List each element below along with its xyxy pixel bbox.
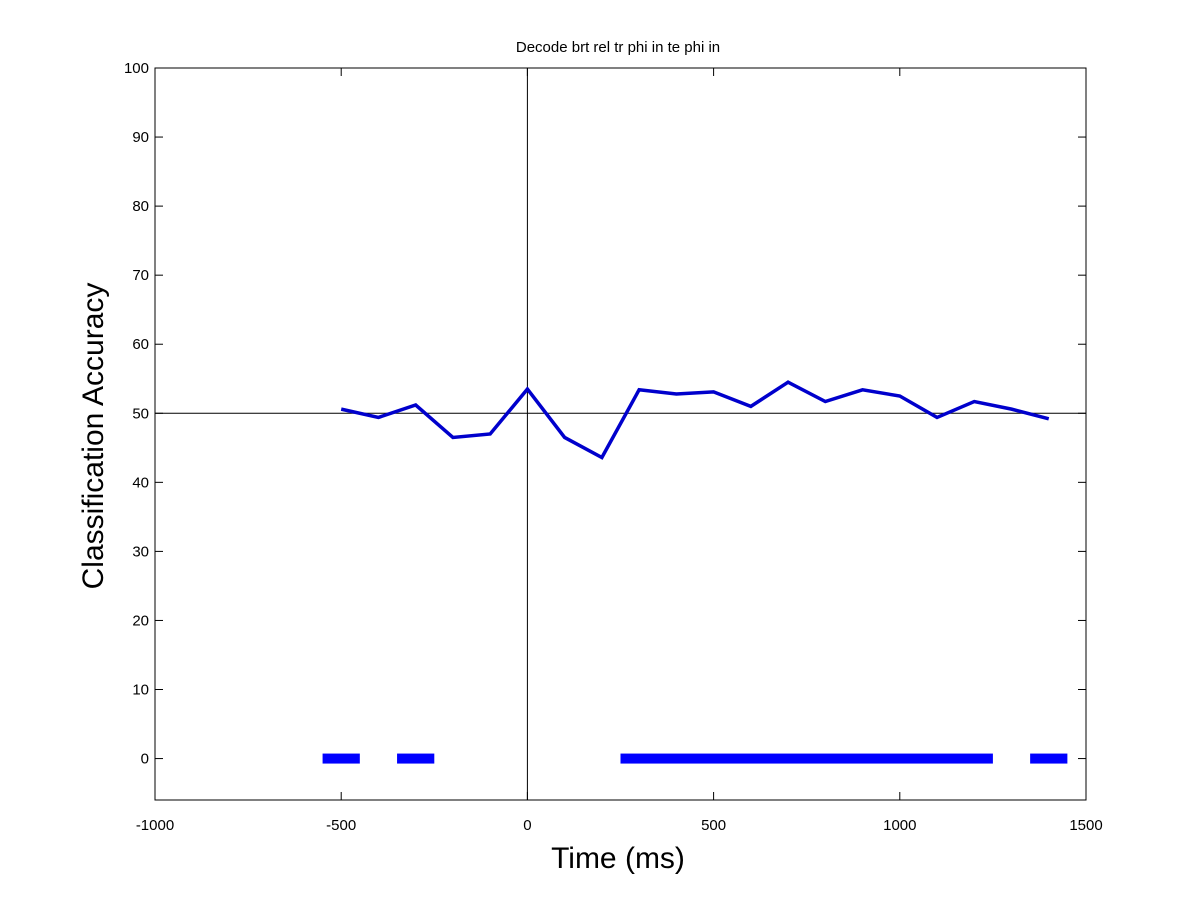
x-axis-label: Time (ms) [551, 842, 685, 875]
y-tick-label: 80 [132, 198, 149, 215]
x-tick-label: 1500 [1069, 817, 1102, 834]
plot-area: -1000 -500 0 500 1000 1500 0 10 20 30 40 50 60 70 80 90… [124, 60, 1103, 834]
chart-title: Decode brt rel tr phi in te phi in [516, 39, 720, 56]
y-tick-label: 40 [132, 474, 149, 491]
y-tick-label: 70 [132, 267, 149, 284]
significance-bar [1030, 753, 1068, 764]
x-tick-label: -500 [326, 817, 356, 834]
y-tick-label: 90 [132, 129, 149, 146]
y-tick-label: 0 [141, 751, 149, 768]
y-axis-label: Classification Accuracy [77, 283, 110, 590]
x-tick-label: 0 [523, 817, 531, 834]
x-tick-label: 500 [701, 817, 726, 834]
significance-bar [397, 753, 435, 764]
significance-bar [322, 753, 360, 764]
significance-bar [620, 753, 993, 764]
x-tick-label: 1000 [883, 817, 916, 834]
x-tick-label: -1000 [136, 817, 174, 834]
y-tick-label: 60 [132, 336, 149, 353]
y-tick-label: 50 [132, 405, 149, 422]
y-tick-label: 20 [132, 612, 149, 629]
plot-frame [154, 67, 1087, 801]
y-tick-label: 10 [132, 682, 149, 699]
series-line [340, 380, 1050, 460]
y-tick-label: 30 [132, 543, 149, 560]
y-tick-label: 100 [124, 60, 149, 77]
